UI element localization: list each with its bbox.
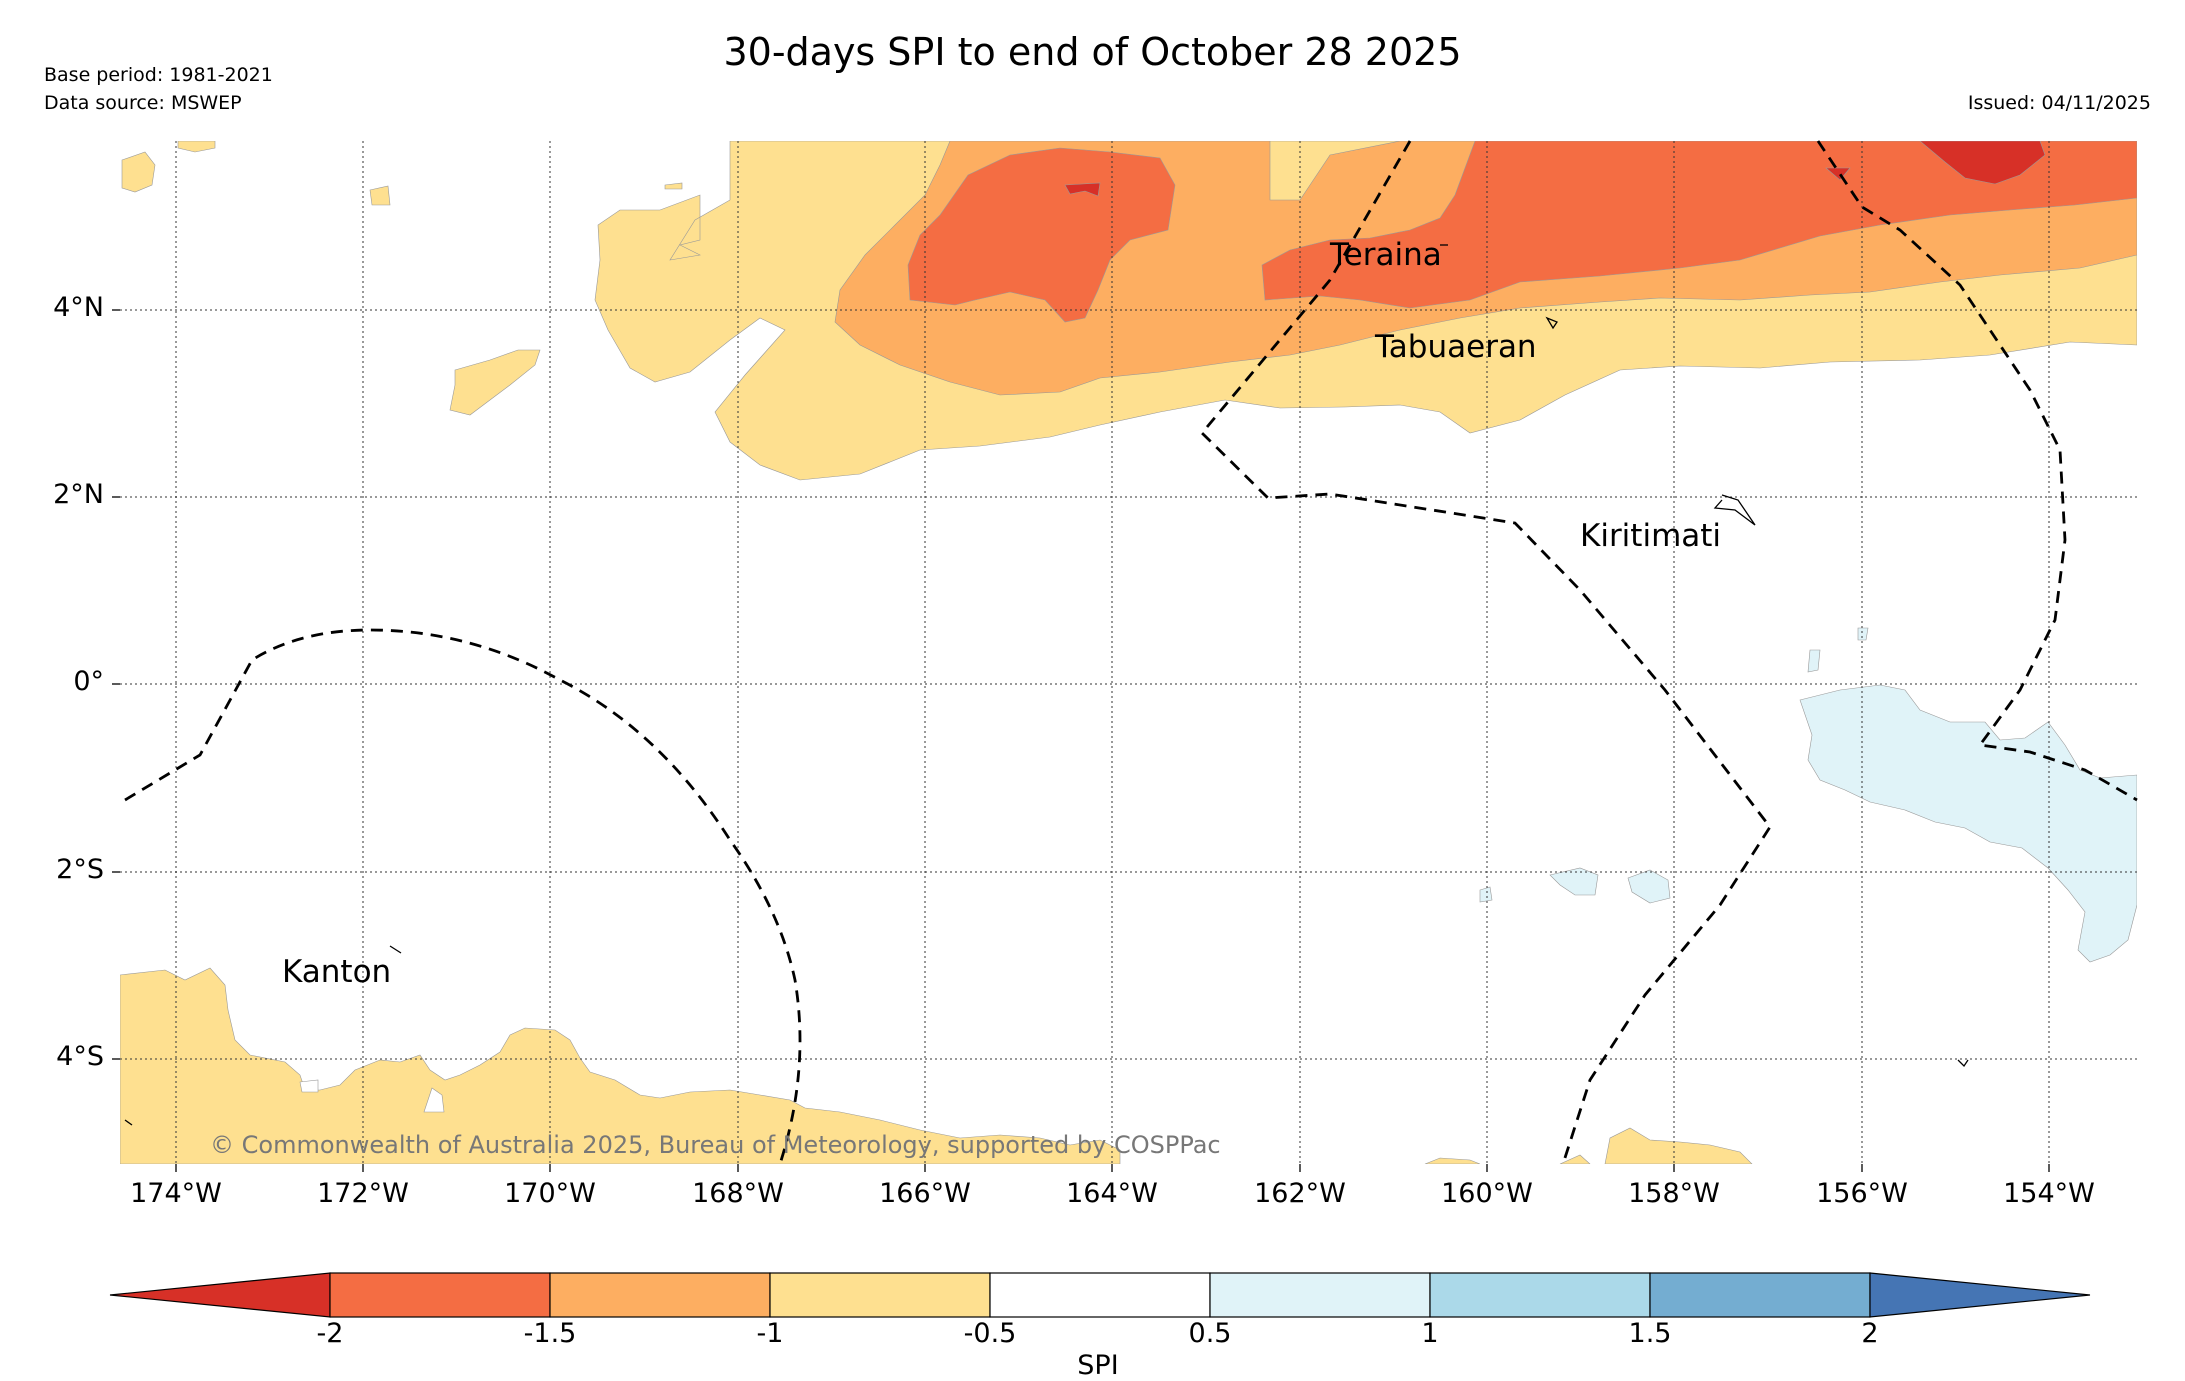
spi-region-m2-m15-west (907, 147, 1176, 323)
island-east-dot (1957, 1059, 1969, 1068)
island-sw-dot (124, 1119, 133, 1126)
lon-label-174w: 174°W (130, 1178, 222, 1209)
colorbar-bin-m05-05 (989, 1272, 1211, 1318)
issued-date-label: Issued: 04/11/2025 (1967, 92, 2151, 114)
lon-label-168w: 168°W (692, 1178, 784, 1209)
spi-region-below-m2-c (1825, 167, 1851, 181)
spi-region-p05-p1-islet-e (1857, 627, 1869, 641)
lon-label-164w: 164°W (1066, 1178, 1158, 1209)
spi-region-p05-p1 (1799, 684, 2137, 963)
spi-region-m1-m05-south-patch-a (1424, 1157, 1481, 1164)
colorbar-title: SPI (1077, 1350, 1119, 1381)
lon-label-160w: 160°W (1441, 1178, 1533, 1209)
lat-label-2n: 2°N (53, 479, 104, 510)
spi-region-south-gap (423, 1087, 445, 1113)
data-source-label: Data source: MSWEP (44, 92, 242, 114)
colorbar-above-max (1869, 1272, 2091, 1318)
eez-boundary-phoenix (124, 628, 802, 1165)
lat-label-4n: 4°N (53, 292, 104, 323)
lat-label-0: 0° (73, 666, 104, 697)
colorbar-tick-m2: -2 (316, 1318, 344, 1349)
colorbar-tick-m15: -1.5 (523, 1318, 577, 1349)
colorbar-bin-05-1 (1209, 1272, 1431, 1318)
spi-region-south-gap-b (299, 1079, 319, 1093)
place-label-tabuaeran: Tabuaeran (1374, 329, 1537, 365)
graticule (120, 141, 2137, 1164)
spi-region-m1-m05-island-b (177, 141, 216, 153)
copyright-notice: © Commonwealth of Australia 2025, Bureau… (210, 1131, 1221, 1159)
lon-label-170w: 170°W (504, 1178, 596, 1209)
spi-region-m1-m05-south-patch-b (1559, 1154, 1591, 1164)
frame-ticks (112, 309, 2050, 1172)
lat-label-4s: 4°S (56, 1041, 104, 1072)
spi-region-m2-m15-east (1261, 141, 2137, 309)
colorbar-below-min (109, 1272, 331, 1318)
spi-region-p05-p1-islet-b (1549, 867, 1599, 896)
island-kanton (389, 945, 402, 954)
colorbar-bin-1-15 (1429, 1272, 1651, 1318)
colorbar-tick-m1: -1 (756, 1318, 784, 1349)
lat-label-2s: 2°S (56, 854, 104, 885)
island-outlines (124, 244, 1969, 1126)
eez-boundary-east (1816, 140, 2138, 802)
colorbar-tick-1: 1 (1421, 1318, 1439, 1349)
lon-label-166w: 166°W (879, 1178, 971, 1209)
spi-region-p05-p1-islet-a (1807, 649, 1821, 673)
island-kiritimati (1713, 494, 1756, 526)
eez-boundary-line-islands (1200, 140, 1772, 1165)
lon-label-156w: 156°W (1816, 1178, 1908, 1209)
lon-label-172w: 172°W (317, 1178, 409, 1209)
place-label-kanton: Kanton (282, 954, 391, 990)
spi-region-m1-m05-island-e (664, 182, 683, 190)
colorbar-tick-m05: -0.5 (963, 1318, 1017, 1349)
lon-label-154w: 154°W (2003, 1178, 2095, 1209)
spi-region-m1-m05-island-a (121, 151, 156, 193)
spi-region-p05-p1-islet-c (1627, 869, 1671, 904)
colorbar-tick-2: 2 (1861, 1318, 1879, 1349)
lon-label-158w: 158°W (1628, 1178, 1720, 1209)
colorbar-tick-15: 1.5 (1628, 1318, 1672, 1349)
map-frame (120, 141, 2137, 1164)
spi-region-m1-m05-island-d (449, 349, 541, 416)
colorbar-bin-15-2 (1649, 1272, 1871, 1318)
colorbar-tick-05: 0.5 (1188, 1318, 1232, 1349)
spi-region-m1-m05-south-patch-c (1604, 1127, 1753, 1164)
colorbar-bin-m2-m15 (329, 1272, 551, 1318)
colorbar (109, 1272, 2091, 1318)
colorbar-bin-m15-m1 (549, 1272, 771, 1318)
spi-region-m1-m05-south (120, 967, 1121, 1164)
map-title: 30-days SPI to end of October 28 2025 (723, 30, 1462, 74)
place-label-teraina: Teraina (1329, 237, 1442, 273)
spi-region-below-m2-a (1064, 182, 1101, 197)
colorbar-bin-m1-m05 (769, 1272, 991, 1318)
spi-region-m1-m05-island-c (369, 185, 391, 206)
eez-boundaries (124, 140, 2138, 1165)
spi-region-below-m2-b (1919, 141, 2046, 185)
island-tabuaeran (1545, 316, 1558, 330)
base-period-label: Base period: 1981-2021 (44, 64, 273, 86)
lon-label-162w: 162°W (1254, 1178, 1346, 1209)
place-label-kiritimati: Kiritimati (1580, 518, 1721, 554)
